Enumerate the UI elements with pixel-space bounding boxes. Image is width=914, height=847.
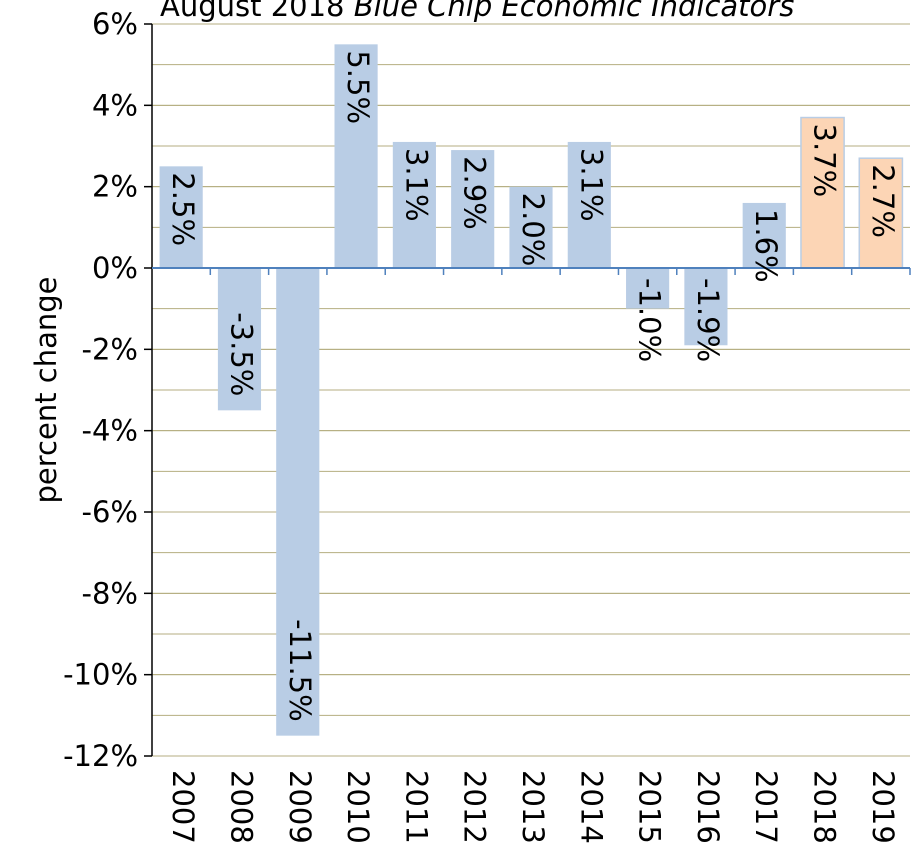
- value-label: 5.5%: [341, 50, 375, 124]
- x-tick-label: 2009: [283, 770, 317, 844]
- y-tick-label: 0%: [92, 251, 138, 285]
- value-label: 2.7%: [866, 164, 900, 238]
- bar: [684, 268, 728, 346]
- value-label: -1.0%: [633, 278, 667, 362]
- x-tick-label: 2013: [516, 770, 550, 844]
- title-text: August 2018: [160, 0, 345, 23]
- bar: [509, 186, 553, 268]
- bar: [858, 157, 904, 269]
- bar: [276, 268, 320, 736]
- value-label: 3.7%: [808, 124, 842, 198]
- y-tick-label: -8%: [82, 576, 138, 610]
- value-label: -1.9%: [691, 278, 725, 362]
- x-tick-label: 2016: [691, 770, 725, 844]
- x-tick-label: 2007: [166, 770, 200, 844]
- bar: [392, 141, 436, 268]
- value-label: 3.1%: [399, 148, 433, 222]
- y-tick-label: -6%: [82, 495, 138, 529]
- y-tick-label: 6%: [92, 7, 138, 41]
- x-tick-label: 2008: [224, 770, 258, 844]
- y-tick-label: 2%: [92, 170, 138, 204]
- value-label: 1.6%: [749, 209, 783, 283]
- value-label: 2.0%: [516, 193, 550, 267]
- x-tick-label: 2019: [866, 770, 900, 844]
- value-label: 3.1%: [574, 148, 608, 222]
- bar: [800, 116, 845, 269]
- x-tick-label: 2010: [341, 770, 375, 844]
- y-tick-label: -2%: [82, 332, 138, 366]
- bar: [159, 166, 203, 268]
- x-tick-label: 2014: [574, 770, 608, 844]
- x-tick-label: 2017: [749, 770, 783, 844]
- bar: [334, 44, 378, 269]
- title-emphasis: Blue Chip Economic Indicators: [354, 0, 795, 23]
- y-tick-label: -10%: [63, 658, 138, 692]
- y-axis-label: percent change: [29, 276, 63, 503]
- x-tick-label: 2011: [399, 770, 433, 844]
- y-tick-label: -12%: [63, 739, 138, 773]
- y-tick-label: 4%: [92, 88, 138, 122]
- bar: [626, 268, 670, 309]
- bar: [567, 141, 611, 268]
- x-tick-label: 2012: [458, 770, 492, 844]
- chart-title: August 2018 Blue Chip Economic Indicator…: [160, 0, 794, 23]
- bar: [742, 202, 786, 268]
- value-label: -11.5%: [283, 619, 317, 722]
- value-label: 2.5%: [166, 172, 200, 246]
- x-tick-label: 2015: [633, 770, 667, 844]
- value-label: 2.9%: [458, 156, 492, 230]
- value-label: -3.5%: [224, 312, 258, 396]
- bar: [217, 268, 262, 411]
- bar: [451, 150, 495, 268]
- x-tick-label: 2018: [808, 770, 842, 844]
- y-tick-label: -4%: [82, 414, 138, 448]
